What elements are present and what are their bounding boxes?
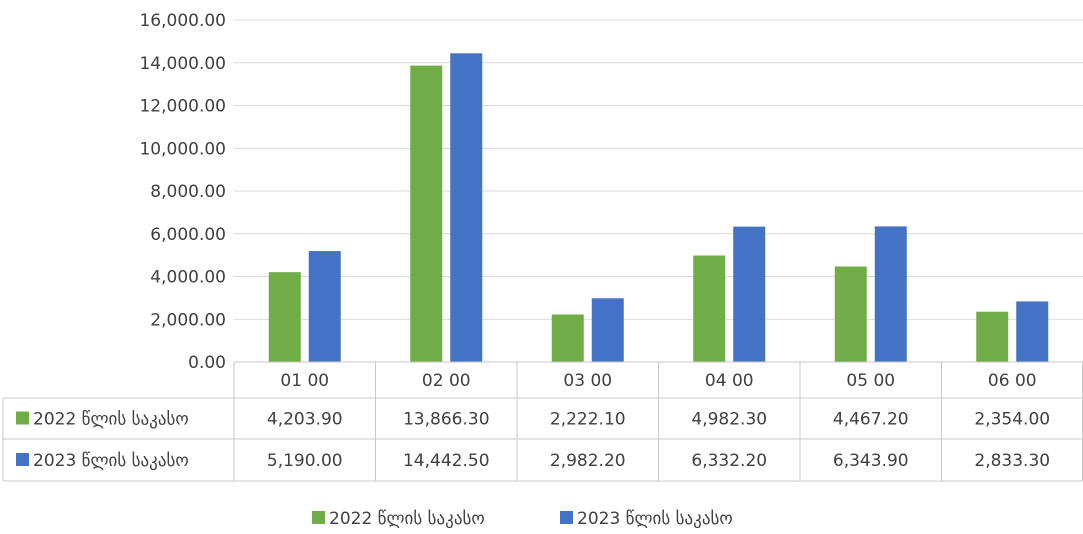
bar-series-1-6: [976, 311, 1009, 362]
y-tick-label: 8,000.00: [150, 182, 226, 202]
table-cell-value: 5,190.00: [267, 451, 343, 471]
y-tick-label: 4,000.00: [150, 268, 226, 288]
legend: 2022 წლის საკასო 2023 წლის საკასო: [312, 509, 733, 529]
table-row-header: 2022 წლის საკასო: [33, 410, 189, 430]
table-cell-value: 4,467.20: [833, 410, 909, 430]
bar-series-1-5: [834, 266, 867, 362]
table-cell-value: 6,343.90: [833, 451, 909, 471]
table-legend-key: [16, 453, 29, 466]
bar-series-1-2: [410, 65, 443, 362]
x-category-label: 03 00: [563, 371, 612, 391]
y-tick-label: 0.00: [188, 353, 226, 373]
bars: [268, 53, 1049, 362]
table-row-header: 2023 წლის საკასო: [33, 451, 189, 471]
x-category-label: 04 00: [705, 371, 754, 391]
bar-series-2-3: [591, 298, 624, 362]
x-category-label: 01 00: [280, 371, 329, 391]
y-tick-label: 12,000.00: [139, 97, 226, 117]
x-category-label: 06 00: [988, 371, 1037, 391]
table-cell-value: 2,222.10: [550, 410, 626, 430]
gridlines: [234, 19, 1083, 363]
legend-swatch: [560, 511, 573, 524]
bar-series-2-6: [1016, 301, 1049, 362]
table-cell-value: 6,332.20: [691, 451, 767, 471]
data-table: 01 00 02 00 03 00 04 00 05 00 06 00 2022 წლის …: [2, 361, 1083, 482]
bar-series-1-1: [268, 272, 301, 362]
bar-series-2-1: [308, 251, 341, 362]
y-tick-label: 10,000.00: [139, 139, 226, 159]
table-legend-key: [16, 411, 29, 425]
table-cell-value: 13,866.30: [403, 410, 490, 430]
y-tick-label: 16,000.00: [139, 11, 226, 31]
bar-series-2-4: [733, 226, 766, 362]
table-cell-value: 2,354.00: [974, 410, 1050, 430]
table-cell-value: 2,833.30: [974, 451, 1050, 471]
bar-series-2-2: [450, 53, 483, 362]
table-cell-value: 2,982.20: [550, 451, 626, 471]
legend-swatch: [312, 511, 325, 524]
table-cell-value: 4,203.90: [267, 410, 343, 430]
y-tick-label: 14,000.00: [139, 54, 226, 74]
y-axis-ticks: 0.00 2,000.00 4,000.00 6,000.00 8,000.00 10,0…: [139, 11, 226, 373]
bar-series-1-4: [693, 255, 726, 362]
table-cell-value: 4,982.30: [691, 410, 767, 430]
y-tick-label: 2,000.00: [150, 310, 226, 330]
bar-series-2-5: [874, 226, 907, 362]
y-tick-label: 6,000.00: [150, 225, 226, 245]
x-category-label: 02 00: [422, 371, 471, 391]
x-category-label: 05 00: [846, 371, 895, 391]
bar-series-1-3: [551, 314, 584, 362]
legend-label: 2023 წლის საკასო: [577, 509, 733, 529]
table-cell-value: 14,442.50: [403, 451, 490, 471]
legend-label: 2022 წლის საკასო: [329, 509, 485, 529]
